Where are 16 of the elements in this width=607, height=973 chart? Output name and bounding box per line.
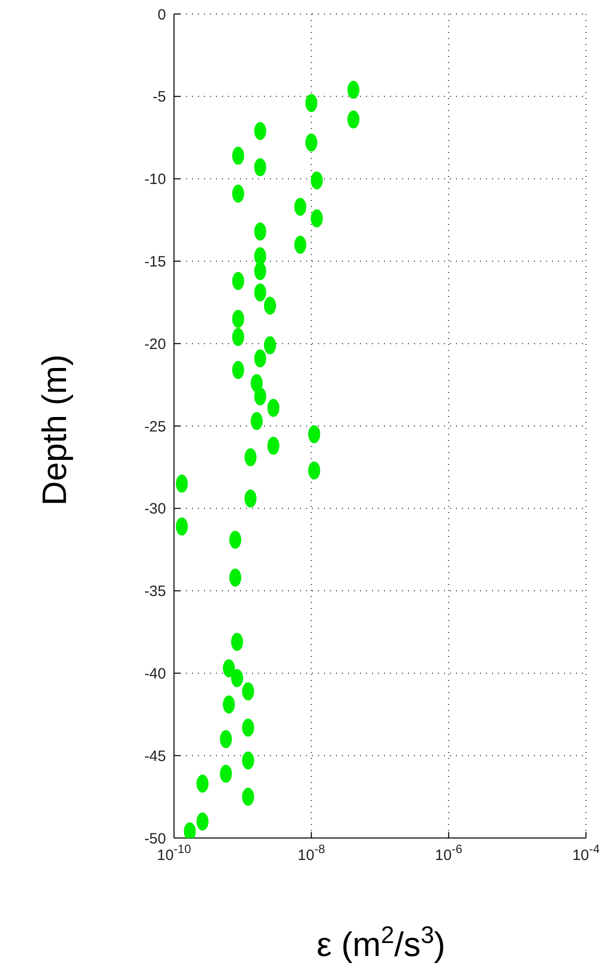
- x-tick-label: 10$^{-4}$: [572, 842, 600, 864]
- y-tick-label: -40: [144, 666, 166, 683]
- x-tick-label: 10$^{-8}$: [298, 842, 326, 864]
- y-tick-label: -30: [144, 500, 166, 518]
- y-tick-label: -10: [144, 171, 166, 188]
- x-tick-label: 10$^{-6}$: [434, 842, 463, 864]
- y-tick-label: -35: [144, 583, 166, 600]
- y-tick-label: -50: [144, 830, 166, 848]
- y-tick-label: 0: [158, 6, 166, 24]
- x-axis-title: ε (m$^{2}$/s$^{3}$): [316, 922, 446, 964]
- y-tick-label: -45: [144, 748, 166, 765]
- y-tick-label: -20: [144, 336, 166, 353]
- y-tick-label: -5: [152, 88, 166, 106]
- y-axis-title: Depth (m): [36, 354, 74, 506]
- y-tick-label: -15: [144, 254, 166, 271]
- y-tick-label: -25: [144, 418, 166, 436]
